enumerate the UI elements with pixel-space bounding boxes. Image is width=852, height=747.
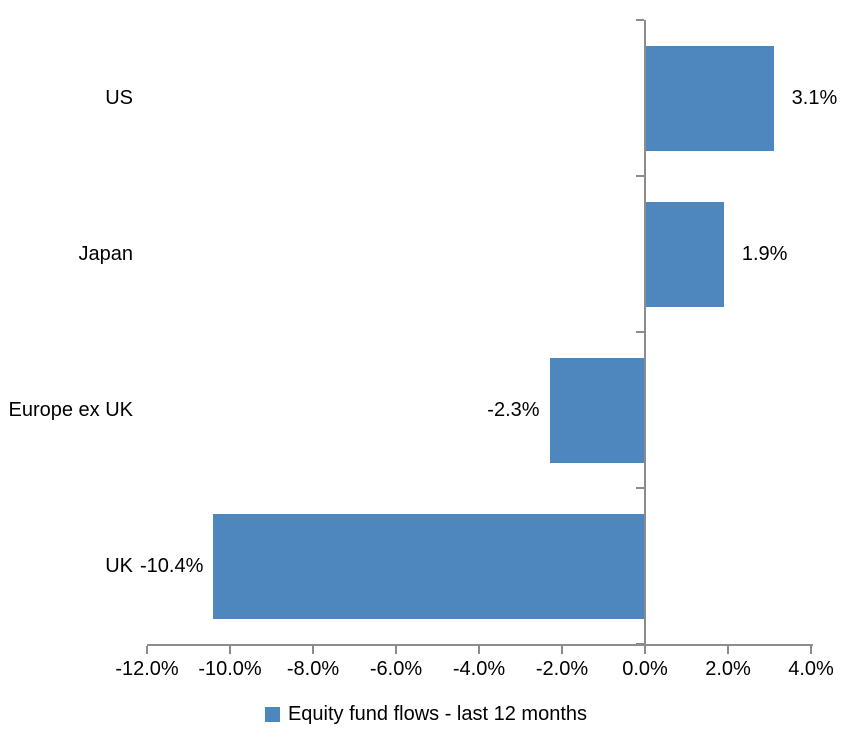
value-label-uk: -10.4% [140, 555, 204, 577]
x-axis-tick [810, 646, 812, 654]
legend: Equity fund flows - last 12 months [0, 703, 852, 725]
y-axis-tick [636, 331, 644, 333]
value-label-us: 3.1% [791, 87, 838, 109]
x-tick-label-8-0: -8.0% [286, 658, 340, 680]
x-axis-line [147, 644, 813, 646]
x-tick-label-2-0: -2.0% [535, 658, 589, 680]
bar-uk [213, 513, 645, 619]
y-axis-tick [636, 19, 644, 21]
x-axis-tick [561, 646, 563, 654]
x-tick-label-6-0: -6.0% [369, 658, 423, 680]
x-tick-label-2-0: 2.0% [705, 658, 751, 680]
y-axis-tick [636, 175, 644, 177]
legend-label: Equity fund flows - last 12 months [287, 703, 588, 725]
x-axis-tick [478, 646, 480, 654]
category-label-uk: UK [105, 555, 133, 577]
x-axis-tick [146, 646, 148, 654]
y-axis-line [644, 20, 646, 644]
category-label-japan: Japan [78, 243, 134, 265]
x-tick-label-4-0: 4.0% [788, 658, 834, 680]
x-tick-label-10-0: -10.0% [198, 658, 262, 680]
x-tick-label-0-0: 0.0% [622, 658, 668, 680]
x-axis-tick [395, 646, 397, 654]
x-axis-tick [727, 646, 729, 654]
x-tick-label-12-0: -12.0% [115, 658, 179, 680]
x-axis-tick [644, 646, 646, 654]
category-label-europe-ex-uk: Europe ex UK [8, 399, 133, 421]
y-axis-tick [636, 487, 644, 489]
legend-square-icon [264, 706, 280, 722]
category-label-us: US [105, 87, 133, 109]
x-axis-tick [312, 646, 314, 654]
bar-us [645, 45, 774, 151]
bar-japan [645, 201, 724, 307]
bar-europe-ex-uk [549, 357, 645, 463]
x-axis-tick [229, 646, 231, 654]
value-label-japan: 1.9% [741, 243, 788, 265]
x-tick-label-4-0: -4.0% [452, 658, 506, 680]
value-label-europe-ex-uk: -2.3% [487, 399, 540, 421]
